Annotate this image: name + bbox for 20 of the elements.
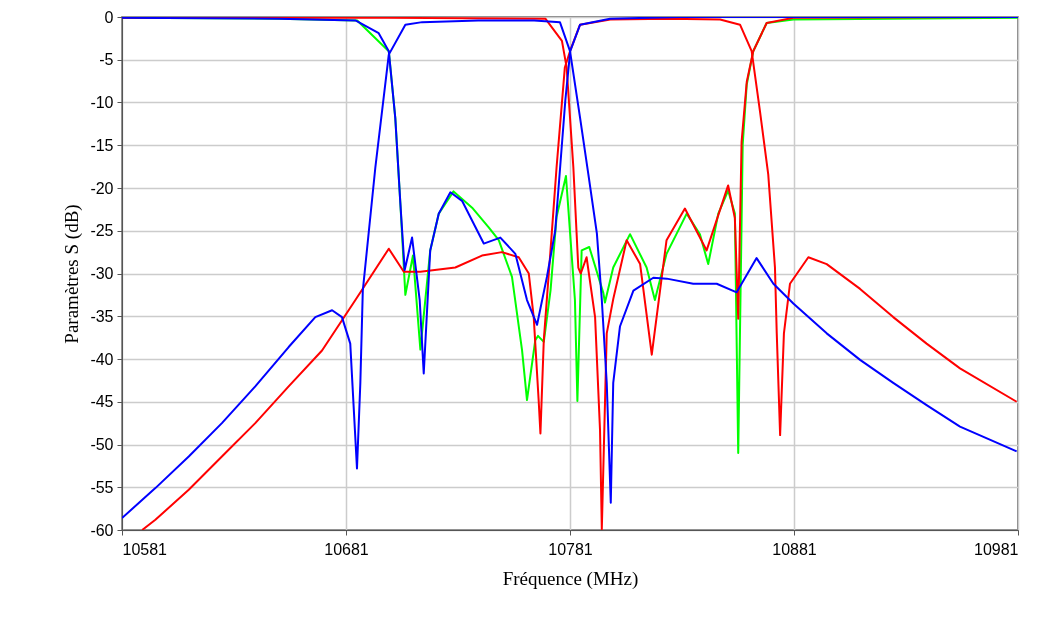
y-tick-label: -20 (90, 179, 114, 197)
y-tick-label: -10 (90, 94, 114, 111)
y-tick-label: -45 (90, 393, 114, 411)
y-tick-label: -55 (90, 478, 114, 496)
y-tick-label: -25 (90, 222, 114, 240)
x-tick-label: 10981 (974, 540, 1019, 558)
x-tick-label: 10681 (324, 540, 369, 558)
y-tick-label: -50 (90, 436, 114, 453)
y-tick-label: -15 (90, 136, 114, 154)
x-tick-label: 10781 (548, 540, 593, 558)
y-tick-label: 0 (104, 8, 114, 26)
y-tick-label: -30 (90, 265, 114, 282)
y-tick-label: -40 (90, 350, 114, 368)
x-axis-title: Fréquence (MHz) (502, 567, 639, 590)
x-tick-label: 10881 (772, 540, 817, 558)
y-axis-title: Paramètres S (dB) (61, 204, 84, 344)
x-tick-label: 10581 (122, 540, 168, 558)
y-tick-label: -35 (90, 307, 114, 325)
y-tick-label: -60 (90, 521, 114, 539)
y-tick-label: -5 (99, 51, 114, 69)
